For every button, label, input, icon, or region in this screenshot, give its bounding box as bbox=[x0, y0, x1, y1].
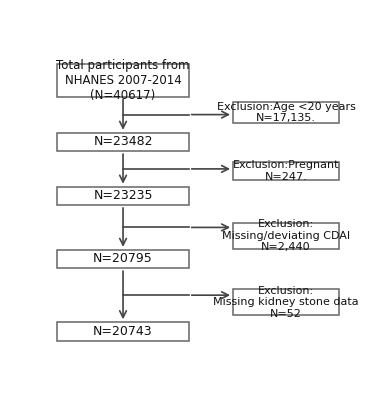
Text: N=20743: N=20743 bbox=[93, 325, 153, 338]
Text: N=23482: N=23482 bbox=[93, 136, 153, 148]
FancyBboxPatch shape bbox=[233, 223, 339, 249]
Text: Exclusion:
Missing kidney stone data
N=52: Exclusion: Missing kidney stone data N=5… bbox=[213, 286, 359, 319]
FancyBboxPatch shape bbox=[233, 102, 339, 123]
Text: Exclusion:
Missing/deviating CDAI
N=2,440: Exclusion: Missing/deviating CDAI N=2,44… bbox=[222, 219, 350, 252]
Text: Total participants from
NHANES 2007-2014
(N=40617): Total participants from NHANES 2007-2014… bbox=[56, 59, 190, 102]
FancyBboxPatch shape bbox=[57, 64, 189, 96]
FancyBboxPatch shape bbox=[57, 250, 189, 268]
FancyBboxPatch shape bbox=[233, 162, 339, 180]
FancyBboxPatch shape bbox=[57, 186, 189, 205]
FancyBboxPatch shape bbox=[233, 289, 339, 315]
FancyBboxPatch shape bbox=[57, 322, 189, 341]
FancyBboxPatch shape bbox=[57, 133, 189, 151]
Text: N=20795: N=20795 bbox=[93, 252, 153, 266]
Text: Exclusion:Age <20 years
N=17,135.: Exclusion:Age <20 years N=17,135. bbox=[217, 102, 356, 124]
Text: N=23235: N=23235 bbox=[93, 189, 153, 202]
Text: Exclusion:Pregnant
N=247.: Exclusion:Pregnant N=247. bbox=[233, 160, 339, 182]
